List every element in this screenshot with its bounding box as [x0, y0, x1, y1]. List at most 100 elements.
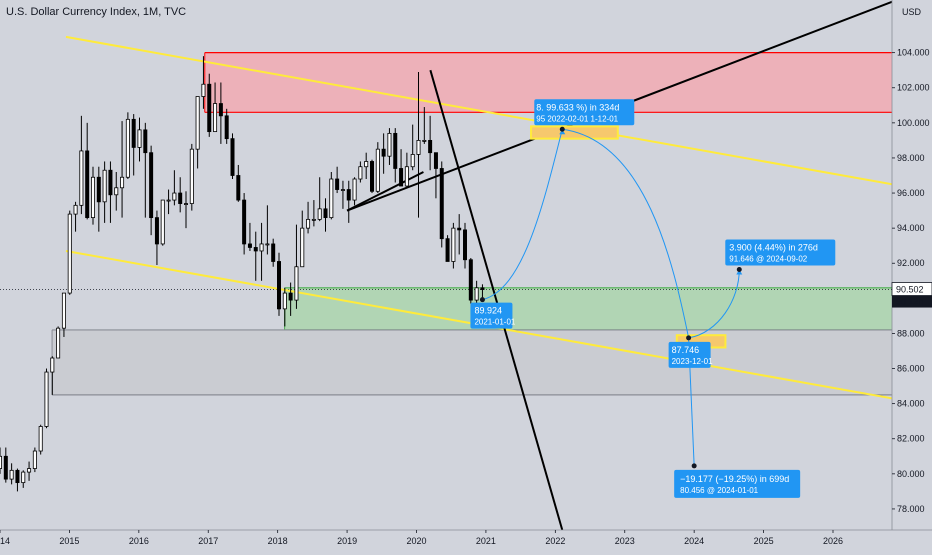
- countdown-box: [892, 295, 932, 308]
- price-axis-bg: [892, 0, 932, 550]
- candle-body: [9, 469, 14, 480]
- price-tick-label: 82.000: [897, 434, 925, 444]
- point-1: [559, 126, 565, 132]
- time-tick-label: 2016: [129, 536, 149, 546]
- arrow-up-1: [482, 129, 563, 301]
- candle-body: [323, 208, 328, 219]
- candle-body: [480, 287, 485, 290]
- price-tick-label: 88.000: [897, 328, 925, 338]
- candle-body: [131, 118, 136, 148]
- candle-body: [207, 83, 212, 133]
- arrow-up-2: [688, 269, 740, 339]
- candle-body: [259, 243, 264, 252]
- chart-title: U.S. Dollar Currency Index, 1M, TVC: [6, 6, 186, 18]
- candle-body: [201, 83, 206, 97]
- price-tick-label: 92.000: [897, 258, 925, 268]
- candle-body: [56, 327, 61, 359]
- point-2-label-box: [668, 341, 711, 368]
- current-price-value: 90.502: [896, 285, 924, 295]
- trendline-4: [429, 69, 564, 531]
- candle-body: [375, 148, 380, 192]
- candle-body: [79, 150, 84, 206]
- time-tick-label: 2018: [268, 536, 288, 546]
- candle-body: [184, 203, 189, 205]
- candle-body: [3, 455, 8, 480]
- candle-body: [271, 243, 276, 262]
- candle-body: [457, 227, 462, 231]
- price-tick-label: 84.000: [897, 399, 925, 409]
- gray-zone: [52, 329, 892, 395]
- support-zone: [284, 287, 892, 330]
- time-tick-label: 2026: [823, 536, 843, 546]
- measure-0-line2: 95 2022-02-01 1-12-01: [536, 114, 618, 123]
- candle-body: [387, 132, 392, 157]
- time-tick-label: 2023: [615, 536, 635, 546]
- time-tick-label: 2019: [337, 536, 357, 546]
- candle-body: [102, 169, 107, 203]
- candle-body: [399, 168, 404, 187]
- candle-body: [428, 139, 433, 154]
- price-tick-label: 78.000: [897, 504, 925, 514]
- candle-body: [463, 229, 468, 261]
- measure-2-box: [674, 469, 801, 498]
- candle-body: [195, 96, 200, 150]
- price-tick-label: 86.000: [897, 364, 925, 374]
- time-tick-label: 2025: [754, 536, 774, 546]
- candle-body: [154, 217, 159, 245]
- candle-body: [120, 176, 125, 189]
- candle-body: [218, 103, 223, 117]
- candle-body: [125, 118, 130, 178]
- candle-body: [160, 199, 165, 245]
- candle-body: [67, 213, 72, 294]
- time-tick-label: 2015: [59, 536, 79, 546]
- candle-body: [433, 152, 438, 169]
- candle-body: [85, 150, 90, 219]
- candle-body: [213, 103, 218, 133]
- point-2-value: 87.746: [672, 345, 700, 355]
- point-0-date: 2021-01-01: [474, 318, 515, 327]
- measure-2-line1: −19.177 (−19.25%) in 699d: [680, 474, 789, 484]
- zones: [51, 52, 893, 396]
- trendline-3: [346, 171, 424, 212]
- highlight-box-0: [530, 125, 619, 140]
- candle-body: [143, 129, 148, 154]
- price-tick-label: 96.000: [897, 188, 925, 198]
- measure-0-box: [534, 99, 635, 126]
- candle-body: [404, 166, 409, 187]
- time-axis[interactable]: 2014 2015 2016 2017 2018 2019 2020 2021 2022 2023…: [0, 529, 932, 550]
- price-axis-currency: USD: [902, 7, 922, 17]
- price-tick-label: 98.000: [897, 153, 925, 163]
- candle-body: [27, 468, 32, 473]
- candle-body: [96, 176, 101, 203]
- candle-body: [38, 426, 43, 452]
- candle-body: [300, 227, 305, 268]
- price-tick-label: 80.000: [897, 469, 925, 479]
- candle-body: [422, 139, 427, 142]
- candle-body: [445, 238, 450, 262]
- point-4: [691, 463, 697, 469]
- point-2-date: 2023-12-01: [672, 357, 713, 366]
- candle-body: [61, 292, 66, 329]
- time-tick-label: 2024: [684, 536, 704, 546]
- price-tick-label: 102.000: [897, 83, 930, 93]
- measure-1-line1: 3.900 (4.44%) in 276d: [729, 242, 818, 252]
- measure-1-line2: 91.646 @ 2024-09-02: [729, 254, 808, 263]
- candle-body: [439, 168, 444, 240]
- candle-body: [329, 178, 334, 219]
- projection-arrows: [482, 128, 743, 466]
- candle-body: [340, 189, 345, 191]
- candle-body: [21, 471, 26, 484]
- candle-body: [230, 138, 235, 176]
- candle-body: [393, 132, 398, 169]
- candle-body: [149, 152, 154, 219]
- point-0-value: 89.924: [474, 306, 502, 316]
- candle-body: [288, 292, 293, 301]
- price-axis[interactable]: USD 78.000 80.000 82.000 84.000 86.000 88.000 9…: [891, 0, 932, 550]
- candle-body: [108, 169, 113, 196]
- candle-body: [410, 154, 415, 168]
- candle-body: [189, 148, 194, 204]
- candle-body: [178, 192, 183, 204]
- candle-body: [247, 243, 252, 248]
- time-tick-label: 2021: [476, 536, 496, 546]
